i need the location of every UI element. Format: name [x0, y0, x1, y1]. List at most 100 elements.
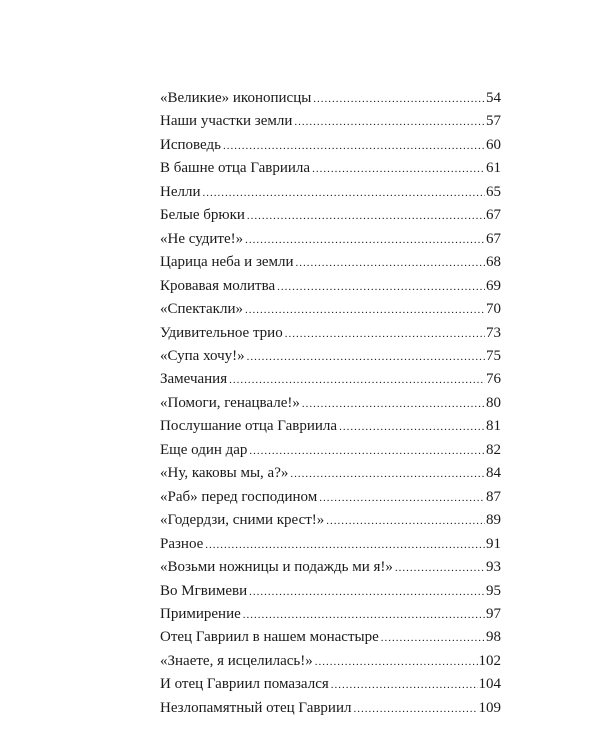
dot-leader — [353, 698, 477, 720]
toc-entry-title: Примирение — [160, 605, 241, 622]
toc-entry-title: «Великие» иконописцы — [160, 90, 312, 106]
toc-entry-title: «Не судите!» — [160, 230, 244, 247]
toc-entry-title: «Знаете, я исцелилась!» — [160, 652, 313, 669]
toc-entry: «Спектакли» 70 — [160, 298, 501, 321]
toc-entry: «Супа хочу!» 75 — [160, 345, 501, 368]
toc-entry-title: «Супа хочу!» — [160, 347, 245, 364]
toc-entry-title: Во Мгвимеви — [160, 582, 248, 599]
toc-entry-page: 67 — [486, 207, 501, 224]
dot-leader — [315, 651, 478, 673]
toc-entry: Нелли 65 — [160, 181, 501, 204]
dot-leader — [245, 299, 485, 321]
toc-entry-title: «Раб» перед господином — [160, 488, 318, 505]
toc-entry-title: В башне отца Гавриила — [160, 160, 311, 177]
toc-entry-title: Белые брюки — [160, 207, 245, 224]
dot-leader — [313, 88, 485, 110]
toc-entry-page: 87 — [486, 488, 501, 505]
toc-entry: «Возьми ножницы и подаждь ми я!» 93 — [160, 556, 501, 579]
toc-entry: Послушание отца Гавриила 81 — [160, 415, 501, 438]
toc-entry-page: 65 — [486, 183, 501, 200]
toc-entry-page: 84 — [486, 465, 501, 482]
toc-entry-page: 76 — [486, 371, 501, 388]
toc-entry-page: 81 — [486, 418, 501, 435]
toc-entry: Царица неба и земли 68 — [160, 251, 501, 274]
toc-entry-title: Исповедь — [160, 136, 221, 153]
toc-entry: И отец Гавриил помазался 104 — [160, 673, 501, 696]
toc-entry: «Ну, каковы мы, а?» 84 — [160, 462, 501, 485]
toc-entry: Незлопамятный отец Гавриил 109 — [160, 697, 501, 720]
toc-entry: В башне отца Гавриила 61 — [160, 157, 501, 180]
toc-entry: Отец Гавриил в нашем монастыре 98 — [160, 626, 501, 649]
toc-entry-title: Отец Гавриил в нашем монастыре — [160, 629, 379, 646]
toc-entry: Примирение 97 — [160, 603, 501, 626]
toc-entry-title: «Помоги, генацвале!» — [160, 394, 300, 411]
toc-entry-title: «Годердзи, сними крест!» — [160, 512, 325, 529]
dot-leader — [205, 534, 485, 556]
table-of-contents: «Великие» иконописцы 54 Наши участки земли… — [160, 87, 501, 720]
toc-entry-page: 70 — [486, 301, 501, 318]
toc-entry-title: «Возьми ножницы и подаждь ми я!» — [160, 559, 393, 576]
dot-leader — [249, 440, 485, 462]
dot-leader — [294, 111, 485, 133]
dot-leader — [285, 323, 485, 345]
toc-entry-title: Наши участки земли — [160, 113, 293, 130]
toc-entry: Удивительное трио 73 — [160, 322, 501, 345]
toc-entry-page: 57 — [486, 113, 501, 130]
dot-leader — [277, 276, 485, 298]
dot-leader — [395, 557, 485, 579]
toc-entry-page: 69 — [486, 277, 501, 294]
dot-leader — [243, 604, 485, 626]
toc-entry-page: 75 — [486, 347, 501, 364]
toc-entry: Замечания 76 — [160, 368, 501, 391]
toc-entry: Наши участки земли 57 — [160, 110, 501, 133]
toc-entry: Разное 91 — [160, 533, 501, 556]
dot-leader — [312, 158, 485, 180]
toc-entry: Белые брюки 67 — [160, 204, 501, 227]
toc-entry-title: Удивительное трио — [160, 324, 283, 341]
toc-entry-page: 102 — [478, 652, 502, 669]
toc-entry-title: Еще один дар — [160, 441, 248, 458]
dot-leader — [326, 510, 485, 532]
dot-leader — [296, 252, 485, 274]
toc-entry-page: 73 — [486, 324, 501, 341]
dot-leader — [203, 182, 486, 204]
toc-entry-title: И отец Гавриил помазался — [160, 676, 329, 693]
toc-entry-page: 95 — [486, 582, 501, 599]
dot-leader — [319, 487, 485, 509]
dot-leader — [245, 229, 485, 251]
toc-entry-page: 68 — [486, 254, 501, 271]
toc-entry: Кровавая молитва 69 — [160, 275, 501, 298]
toc-entry-title: Нелли — [160, 183, 201, 200]
toc-entry-title: Кровавая молитва — [160, 277, 276, 294]
toc-entry: Еще один дар 82 — [160, 439, 501, 462]
toc-entry: «Великие» иконописцы 54 — [160, 87, 501, 110]
dot-leader — [247, 205, 485, 227]
toc-entry: «Помоги, генацвале!» 80 — [160, 392, 501, 415]
dot-leader — [223, 135, 485, 157]
dot-leader — [331, 674, 478, 696]
toc-entry-title: Замечания — [160, 371, 228, 388]
dot-leader — [339, 416, 485, 438]
toc-entry-page: 82 — [486, 441, 501, 458]
dot-leader — [381, 627, 485, 649]
toc-entry: «Не судите!» 67 — [160, 228, 501, 251]
toc-entry-title: «Спектакли» — [160, 301, 243, 318]
toc-entry-page: 61 — [486, 160, 501, 177]
toc-entry-title: Разное — [160, 535, 204, 552]
toc-entry-title: Царица неба и земли — [160, 254, 294, 271]
toc-entry: «Знаете, я исцелилась!» 102 — [160, 650, 501, 673]
toc-entry-page: 89 — [486, 512, 501, 529]
toc-entry: «Годердзи, сними крест!» 89 — [160, 509, 501, 532]
toc-entry-page: 54 — [486, 90, 501, 106]
dot-leader — [302, 393, 485, 415]
dot-leader — [290, 463, 485, 485]
toc-entry-page: 97 — [486, 605, 501, 622]
toc-entry-page: 98 — [486, 629, 501, 646]
dot-leader — [229, 369, 485, 391]
dot-leader — [247, 346, 485, 368]
toc-entry: Во Мгвимеви 95 — [160, 580, 501, 603]
dot-leader — [249, 581, 485, 603]
toc-entry-title: «Ну, каковы мы, а?» — [160, 465, 289, 482]
toc-entry: «Раб» перед господином 87 — [160, 486, 501, 509]
toc-entry-title: Незлопамятный отец Гавриил — [160, 699, 352, 716]
